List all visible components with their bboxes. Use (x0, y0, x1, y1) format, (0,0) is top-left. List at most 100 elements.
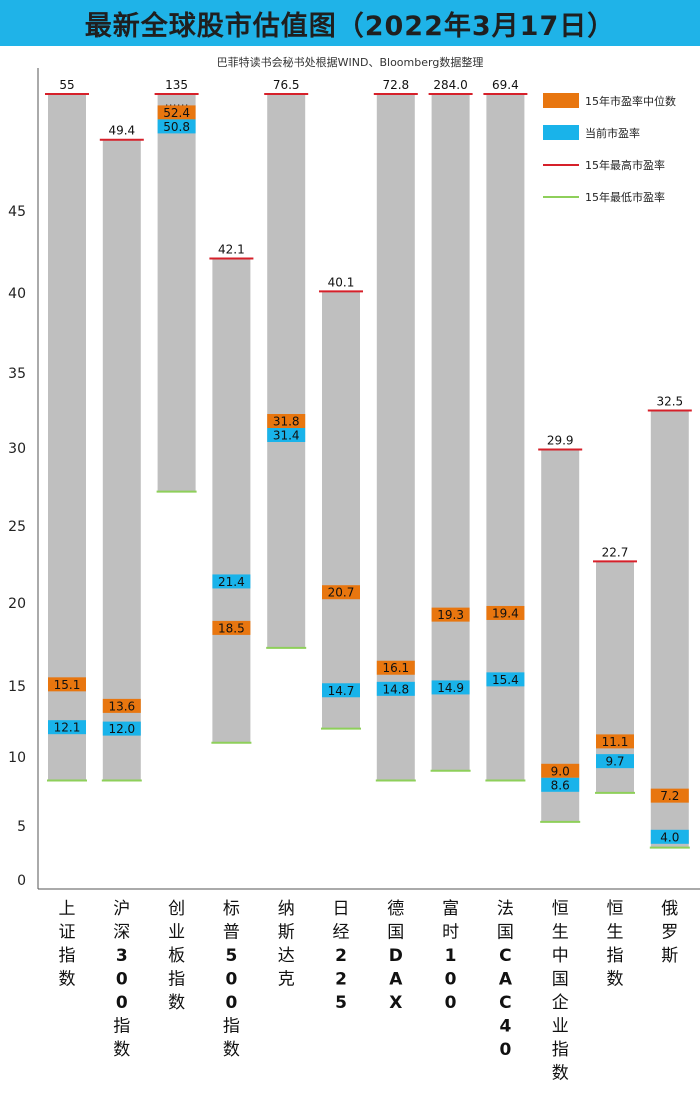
category-label-char: 普 (223, 923, 240, 943)
category-label-char: 0 (116, 993, 128, 1013)
median-pe-label: 11.1 (602, 735, 629, 749)
category-label-char: 经 (333, 923, 350, 943)
category-label-char: 3 (116, 946, 128, 966)
y-tick-label: 25 (8, 519, 26, 535)
current-pe-marker (541, 777, 580, 792)
y-tick-label: 15 (8, 679, 26, 695)
category-label-char: X (389, 993, 402, 1013)
high-pe-label: 76.5 (273, 78, 300, 92)
current-pe-marker (376, 681, 415, 696)
category-label-char: 数 (168, 993, 185, 1013)
high-pe-label: 72.8 (382, 78, 409, 92)
range-bar (157, 94, 196, 492)
current-pe-label: 15.4 (492, 673, 519, 687)
category-label-char: 数 (59, 970, 76, 990)
median-pe-marker (267, 414, 306, 428)
median-pe-marker (650, 788, 689, 803)
median-pe-marker (322, 585, 360, 600)
median-pe-marker (376, 660, 415, 675)
median-pe-label: 15.1 (54, 678, 81, 692)
median-pe-label: 7.2 (660, 789, 679, 803)
category-label-char: 数 (552, 1064, 569, 1084)
category-label-char: 中 (552, 946, 569, 966)
category-label-char: 业 (168, 923, 185, 943)
median-pe-marker (431, 607, 470, 622)
current-pe-label: 14.8 (382, 682, 409, 696)
y-tick-label: 35 (8, 366, 26, 382)
category-label-char: 指 (59, 946, 76, 966)
category-label-char: D (389, 946, 403, 966)
category-label-char: 指 (223, 1017, 240, 1037)
current-pe-label: 4.0 (660, 830, 679, 844)
category-label-char: 板 (168, 946, 185, 966)
category-label-char: 生 (552, 923, 569, 943)
category-label-char: 富 (442, 899, 459, 919)
median-pe-marker (596, 734, 634, 749)
category-label-char: 斯 (661, 946, 678, 966)
current-pe-marker (102, 721, 141, 736)
range-bar (376, 94, 415, 781)
current-pe-marker (486, 672, 525, 687)
category-label-char: 指 (113, 1017, 130, 1037)
category-label-char: A (499, 970, 513, 990)
median-pe-label: 16.1 (382, 661, 409, 675)
category-label-char: 生 (607, 923, 624, 943)
category-label-char: 0 (225, 993, 237, 1013)
category-label-char: 深 (113, 923, 130, 943)
high-pe-label: 29.9 (547, 434, 574, 448)
category-label-char: 2 (335, 946, 347, 966)
current-pe-label: 21.4 (218, 575, 245, 589)
category-label-char: 0 (116, 970, 128, 990)
range-bar (486, 94, 525, 781)
legend-swatch-current (543, 125, 579, 140)
category-label-char: 标 (223, 899, 240, 919)
y-tick-label: 40 (8, 286, 26, 302)
high-pe-label: 40.1 (328, 275, 355, 289)
current-pe-marker (267, 428, 306, 442)
median-pe-marker (48, 677, 86, 692)
category-label-char: 国 (387, 923, 404, 943)
high-pe-label: 22.7 (602, 545, 629, 559)
category-label-char: 俄 (661, 899, 678, 919)
category-label-char: C (499, 993, 511, 1013)
high-pe-label: 55 (59, 78, 74, 92)
category-label-char: 国 (497, 923, 514, 943)
category-label-char: A (389, 970, 403, 990)
category-label-char: 4 (499, 1017, 511, 1037)
legend-swatch-median (543, 93, 579, 108)
category-label-char: 恒 (607, 899, 624, 919)
range-bar (212, 258, 251, 743)
category-label-char: 证 (59, 923, 76, 943)
high-pe-label: 32.5 (656, 395, 683, 409)
category-label-char: 5 (335, 993, 347, 1013)
category-label-char: 达 (278, 946, 295, 966)
category-label-char: 日 (333, 899, 350, 919)
category-label-char: 数 (113, 1040, 130, 1060)
y-tick-label: 10 (8, 750, 26, 766)
category-label-char: 沪 (113, 899, 130, 919)
y-tick-label: 0 (17, 873, 26, 889)
median-pe-label: 19.4 (492, 606, 519, 620)
high-pe-label: 284.0 (433, 78, 467, 92)
current-pe-marker (157, 119, 196, 134)
category-label-char: 指 (552, 1040, 569, 1060)
current-pe-marker (596, 754, 634, 769)
range-bar (541, 449, 580, 822)
median-pe-label: 52.4 (163, 106, 190, 120)
category-label-char: 上 (59, 899, 76, 919)
y-tick-label: 20 (8, 596, 26, 612)
category-label-char: 1 (445, 946, 457, 966)
median-pe-marker (486, 605, 525, 620)
range-bar (102, 139, 141, 781)
current-pe-label: 12.0 (108, 722, 135, 736)
y-tick-label: 45 (8, 204, 26, 220)
category-label-char: 业 (552, 1017, 569, 1037)
current-pe-marker (48, 720, 86, 735)
high-pe-label: 135 (165, 78, 188, 92)
chart-title: 最新全球股市估值图（2022年3月17日） (84, 10, 616, 42)
current-pe-label: 8.6 (551, 778, 570, 792)
range-bar (48, 94, 86, 781)
category-label-char: 0 (225, 970, 237, 990)
current-pe-marker (212, 574, 251, 589)
